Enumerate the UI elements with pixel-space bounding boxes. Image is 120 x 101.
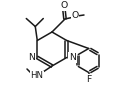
Text: F: F bbox=[86, 75, 91, 84]
Text: O: O bbox=[71, 11, 79, 20]
Text: N: N bbox=[69, 53, 76, 62]
Text: O: O bbox=[60, 2, 68, 11]
Text: HN: HN bbox=[30, 72, 43, 80]
Text: N: N bbox=[28, 53, 35, 62]
